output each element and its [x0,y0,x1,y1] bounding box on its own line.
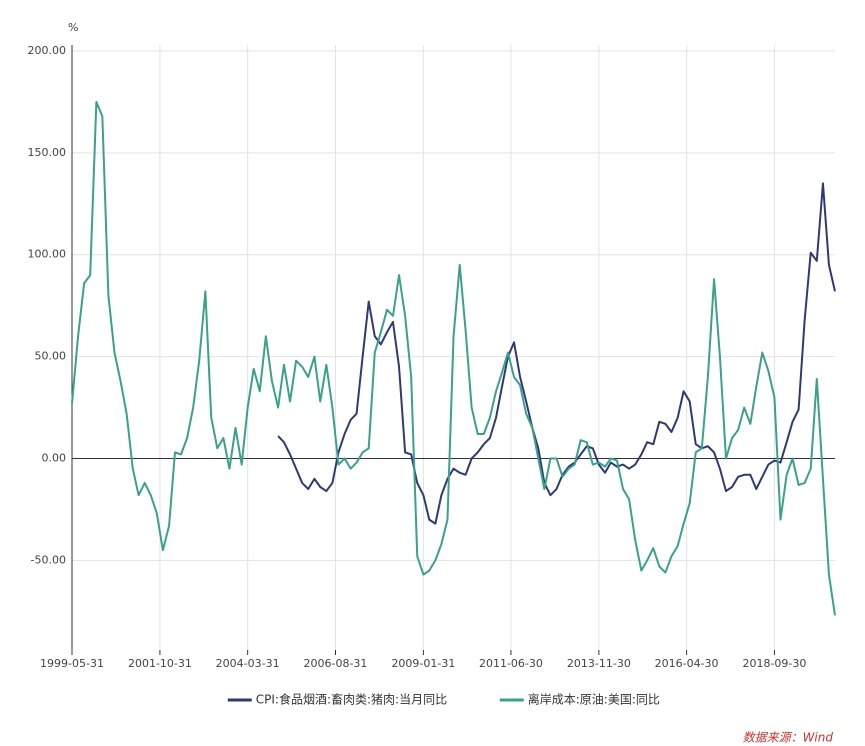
legend-label: CPI:食品烟酒:畜肉类:猪肉:当月同比 [256,692,447,707]
y-tick-label: 100.00 [28,248,67,261]
source-note: 数据来源：Wind [743,731,834,745]
y-tick-label: 0.00 [42,451,67,464]
x-tick-label: 2013-11-30 [567,657,631,670]
x-tick-label: 2004-03-31 [216,657,280,670]
y-tick-label: -50.00 [31,553,66,566]
y-tick-label: 200.00 [28,44,67,57]
x-tick-label: 2011-06-30 [479,657,543,670]
legend-label: 离岸成本:原油:美国:同比 [528,692,660,707]
x-tick-label: 2009-01-31 [391,657,455,670]
series-line [71,100,836,616]
y-axis-unit: % [68,21,78,34]
x-tick-label: 1999-05-31 [40,657,104,670]
x-tick-label: 2006-08-31 [304,657,368,670]
y-tick-label: 50.00 [35,350,67,363]
x-tick-label: 2001-10-31 [128,657,192,670]
y-tick-label: 150.00 [28,146,67,159]
x-tick-label: 2018-09-30 [742,657,806,670]
series-line [277,182,836,525]
x-tick-label: 2016-04-30 [655,657,719,670]
